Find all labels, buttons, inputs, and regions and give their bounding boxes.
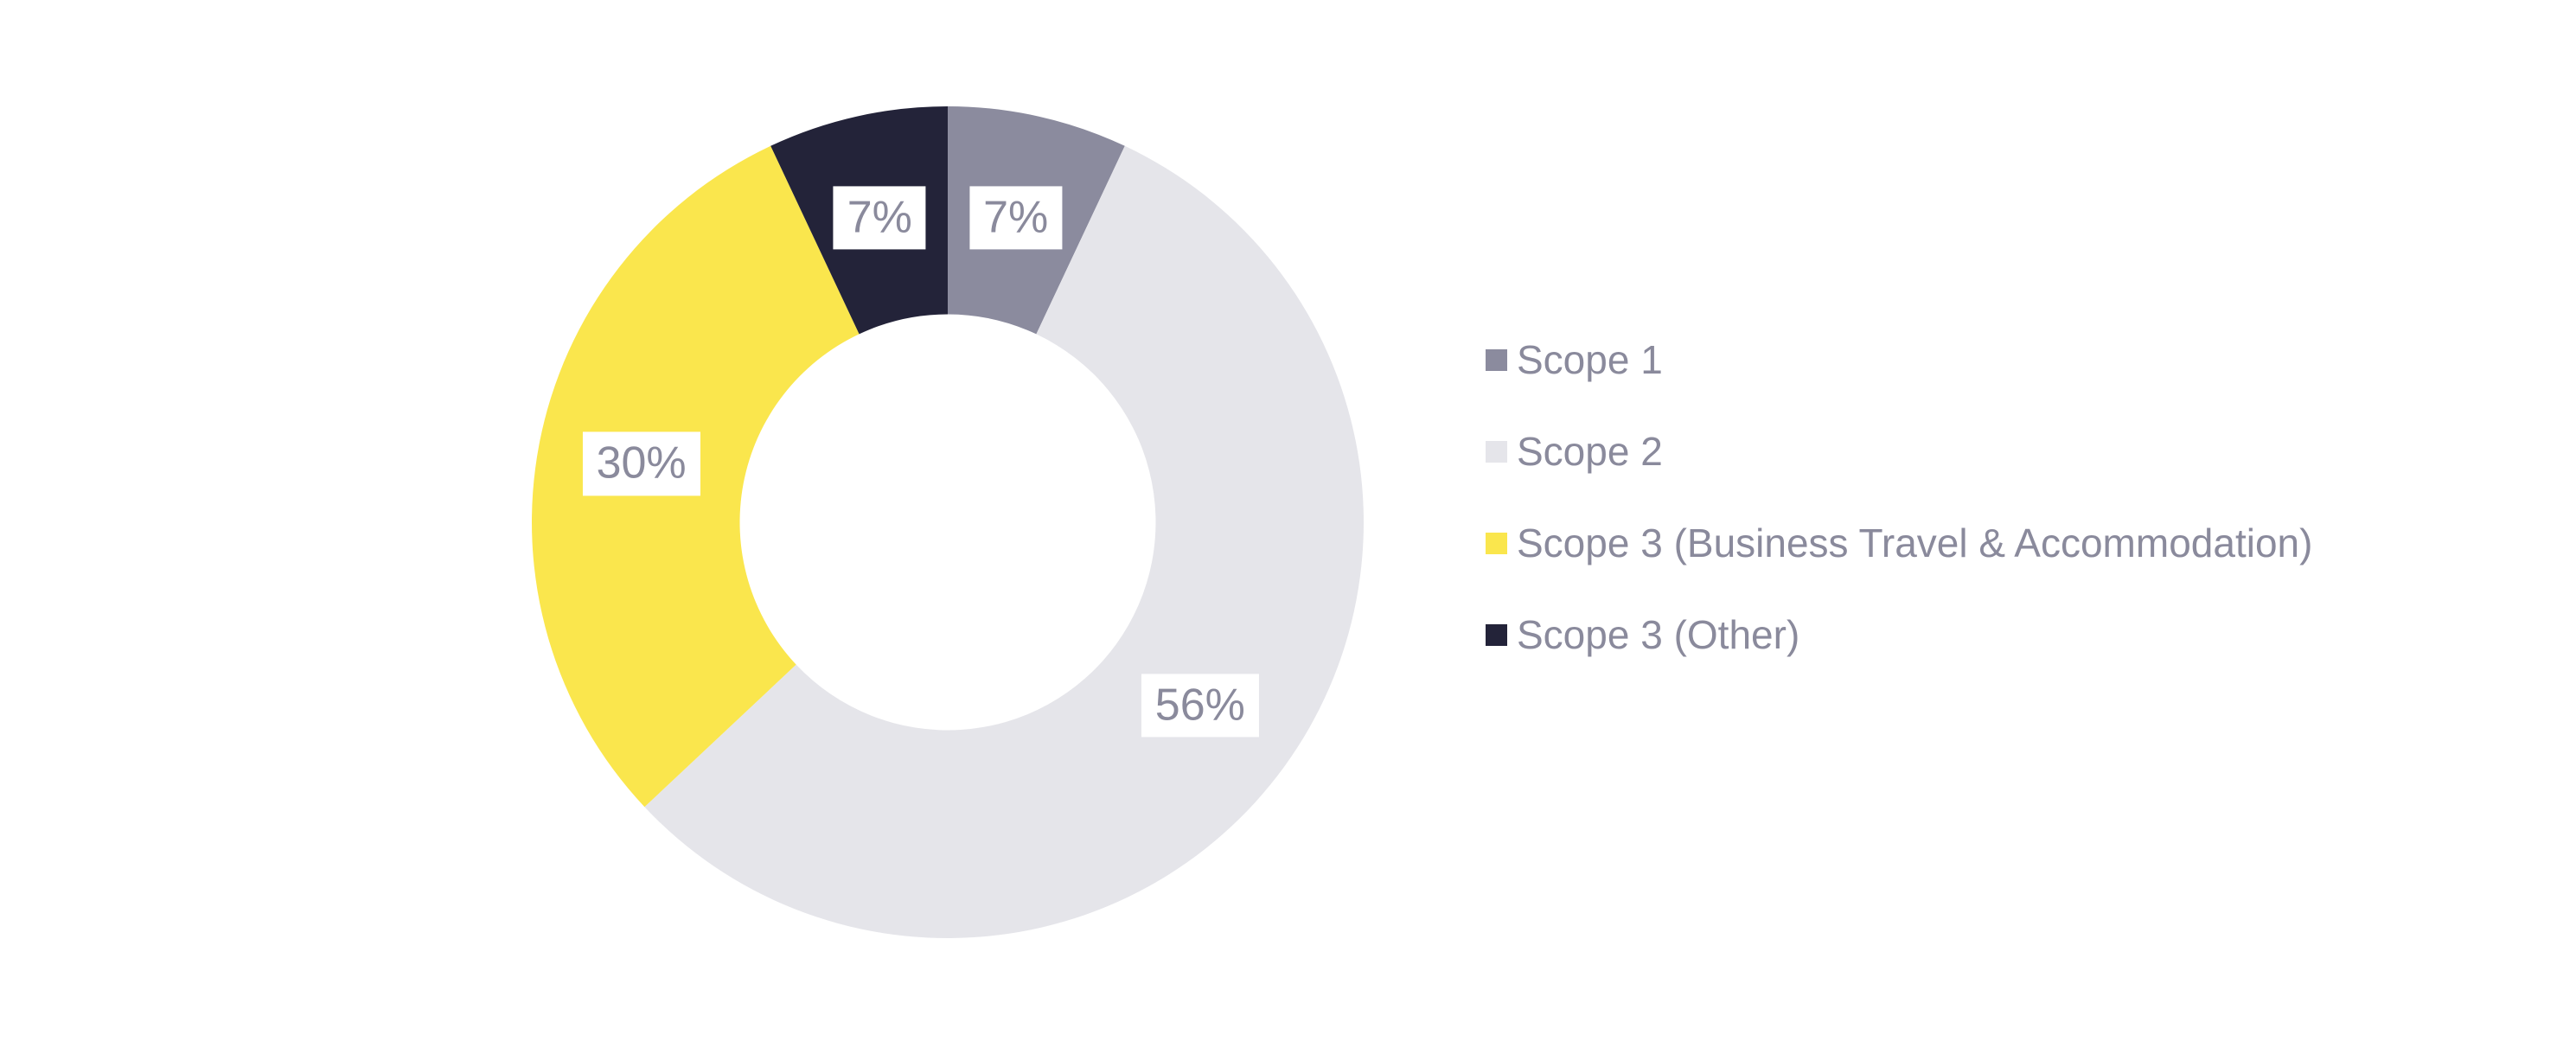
donut-svg — [532, 106, 1364, 938]
legend-item-scope-3-business-travel[interactable]: Scope 3 (Business Travel & Accommodation… — [1486, 523, 2312, 563]
legend-label-scope-2: Scope 2 — [1517, 429, 1663, 474]
legend-label-scope-3-business-travel: Scope 3 (Business Travel & Accommodation… — [1517, 521, 2313, 565]
legend-label-scope-1: Scope 1 — [1517, 337, 1663, 382]
legend-swatch-scope-3-other — [1486, 623, 1507, 646]
legend-item-scope-2[interactable]: Scope 2 — [1486, 431, 2312, 471]
legend-label-scope-3-other: Scope 3 (Other) — [1517, 612, 1800, 657]
legend-swatch-scope-3-business-travel — [1486, 532, 1507, 554]
legend: Scope 1 Scope 2 Scope 3 (Business Travel… — [1486, 340, 2312, 655]
legend-swatch-scope-1 — [1486, 348, 1507, 371]
legend-swatch-scope-2 — [1486, 440, 1507, 463]
legend-item-scope-1[interactable]: Scope 1 — [1486, 340, 2312, 380]
donut-chart: 7% 56% 30% 7% — [532, 106, 1364, 938]
legend-item-scope-3-other[interactable]: Scope 3 (Other) — [1486, 615, 2312, 655]
donut-slice-1[interactable] — [644, 145, 1364, 938]
